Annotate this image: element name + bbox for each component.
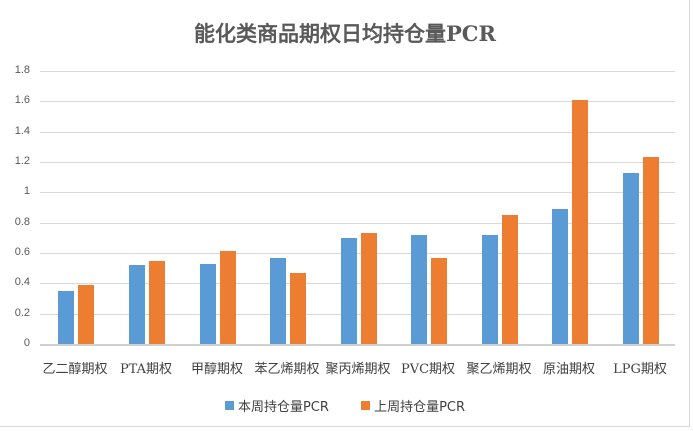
legend-label: 本周持仓量PCR	[237, 400, 329, 415]
gridline	[40, 192, 675, 193]
bar-this-week	[341, 238, 357, 344]
bar-last-week	[431, 258, 447, 344]
bar-last-week	[149, 261, 165, 344]
legend-swatch-blue-icon	[224, 401, 234, 410]
bar-this-week	[623, 173, 639, 344]
y-tick-label: 1.6	[14, 94, 30, 106]
gridline	[40, 132, 675, 133]
y-tick-label: 1.4	[14, 125, 30, 137]
x-axis-line	[40, 344, 675, 346]
y-tick-label: 0	[23, 337, 30, 349]
legend-label: 上周持仓量PCR	[374, 400, 466, 415]
gridline	[40, 253, 675, 254]
legend-item-last-week: 上周持仓量PCR	[361, 396, 465, 415]
y-tick-label: 0.6	[14, 246, 30, 258]
bar-this-week	[200, 264, 216, 344]
gridline	[40, 314, 675, 315]
gridline	[40, 283, 675, 284]
bar-this-week	[552, 209, 568, 344]
y-tick-label: 1.2	[14, 155, 30, 167]
x-category-label: LPG期权	[613, 362, 667, 377]
gridline	[40, 162, 675, 163]
bar-this-week	[482, 235, 498, 344]
legend-item-this-week: 本周持仓量PCR	[224, 396, 329, 415]
legend: 本周持仓量PCR 上周持仓量PCR	[0, 396, 690, 415]
x-category-label: 原油期权	[542, 362, 595, 377]
gridline	[40, 101, 675, 102]
gridline	[40, 71, 675, 72]
bar-last-week	[361, 233, 377, 344]
x-category-label: 甲醇期权	[190, 362, 243, 377]
bar-last-week	[643, 157, 659, 344]
bar-last-week	[572, 100, 588, 344]
x-category-label: 乙二醇期权	[42, 362, 108, 377]
y-tick-label: 0.4	[14, 276, 30, 288]
bar-this-week	[129, 265, 145, 344]
chart-title: 能化类商品期权日均持仓量PCR	[194, 21, 496, 46]
x-category-label: PTA期权	[119, 362, 173, 377]
x-category-label: PVC期权	[400, 362, 456, 377]
bar-last-week	[220, 251, 236, 344]
bar-this-week	[270, 258, 286, 344]
bar-last-week	[502, 215, 518, 344]
bar-last-week	[290, 273, 306, 344]
x-category-label: 聚丙烯期权	[325, 362, 391, 377]
bar-last-week	[78, 285, 94, 344]
gridline	[40, 223, 675, 224]
bar-this-week	[58, 291, 74, 344]
y-tick-label: 0.8	[14, 216, 30, 228]
x-category-label: 苯乙烯期权	[254, 362, 320, 377]
bar-this-week	[411, 235, 427, 344]
x-category-label: 聚乙烯期权	[466, 362, 532, 377]
y-tick-label: 1.8	[14, 64, 30, 76]
legend-swatch-orange-icon	[361, 401, 371, 410]
y-tick-label: 1	[23, 185, 30, 197]
y-tick-label: 0.2	[14, 307, 30, 319]
